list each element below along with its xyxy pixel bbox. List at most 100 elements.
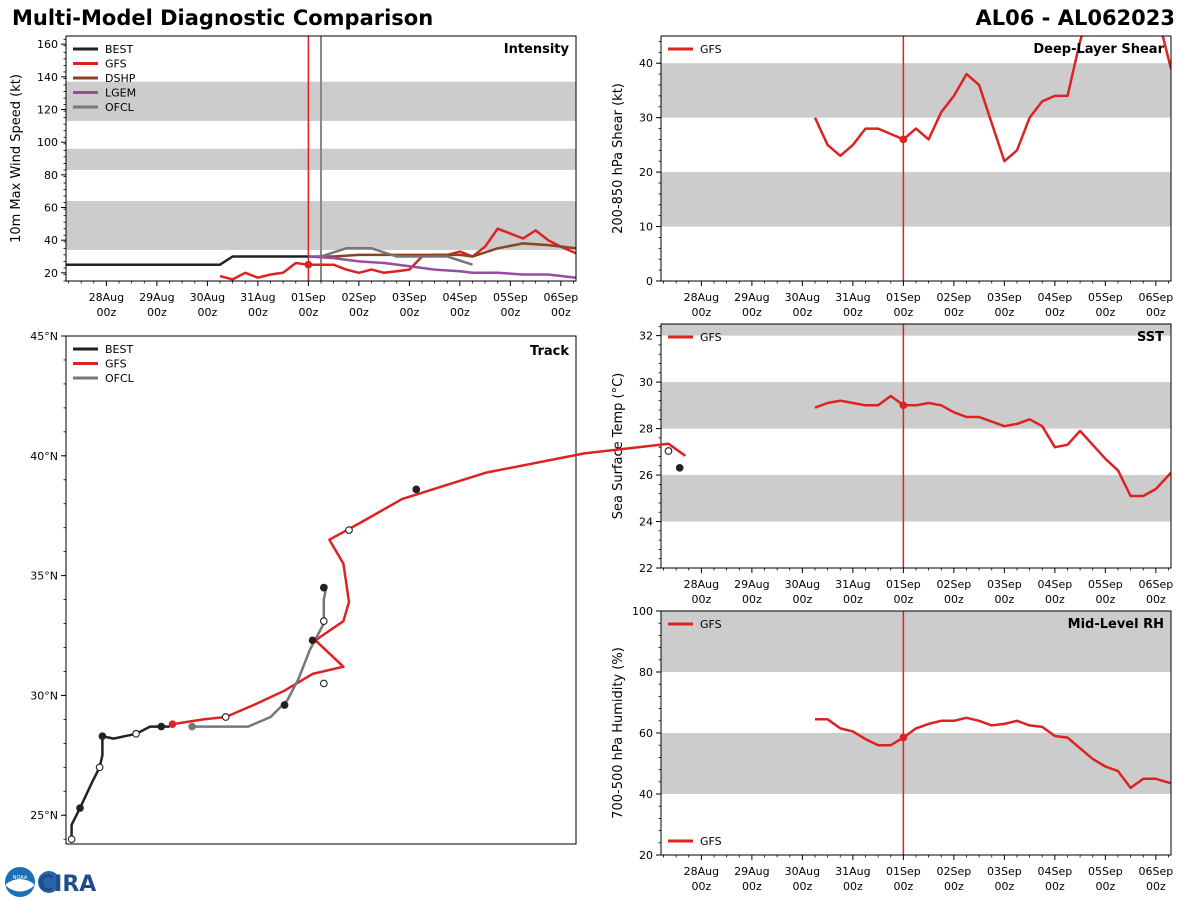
track-marker-best [95,763,104,772]
sst-ytick-label: 30 [639,376,653,389]
sst-panel: 22 24 26 28 30 32 28Aug 00z 29Aug 00z 30Aug 00z 31Au… [611,323,1173,606]
rh-series-gfs [815,716,1171,790]
rh-xtick-label-hour: 00z [893,880,913,893]
rh-xtick-label-hour: 00z [742,880,762,893]
rh-xtick-label-date: 01Sep [886,865,921,878]
shear-xtick-label-hour: 00z [792,306,812,319]
intensity-ytick-label: 20 [44,267,58,280]
sst-ytick-label: 28 [639,423,653,436]
intensity-legend-label-best: BEST [105,43,133,56]
rh-ylabel: 700-500 hPa Humidity (%) [611,647,626,819]
intensity-ytick-label: 100 [37,136,58,149]
sst-ytick-label: 26 [639,469,653,482]
shear-xtick-label-hour: 00z [1095,306,1115,319]
rh-title: Mid-Level RH [1068,617,1164,632]
track-marker-best [132,729,140,738]
intensity-legend-label-gfs: GFS [105,58,127,71]
sst-xtick-label-date: 28Aug [684,578,719,591]
track-marker-gfs [308,636,317,645]
intensity-series-best [66,255,309,266]
track-marker-gfs [168,720,177,729]
shear-ytick-label: 0 [646,275,653,288]
rh-legend-label-gfs: GFS [700,618,722,631]
sst-xtick-label-date: 29Aug [734,578,769,591]
intensity-ytick-label: 140 [37,71,58,84]
intensity-xtick-label-date: 29Aug [139,291,174,304]
rh-xtick-label-date: 29Aug [734,865,769,878]
sst-legend-label-gfs: GFS [700,331,722,344]
sst-ytick-label: 22 [639,562,653,575]
sst-xtick-label-date: 02Sep [937,578,972,591]
shear-xtick-label-date: 01Sep [886,291,921,304]
rh-panel: 20 40 60 80 100 28Aug 00z 29Aug 00z 30Aug 00z 31Aug… [611,605,1173,893]
shear-ytick-label: 40 [639,57,653,70]
rh-xtick-label-hour: 00z [843,880,863,893]
intensity-xtick-label-date: 06Sep [543,291,578,304]
sst-xtick-label-date: 04Sep [1037,578,1072,591]
sst-xtick-label-date: 03Sep [987,578,1022,591]
intensity-title: Intensity [504,42,570,57]
rh-ytick-label: 100 [632,605,653,618]
track-legend-label-ofcl: OFCL [105,372,135,385]
intensity-ytick-label: 60 [44,202,58,215]
intensity-xtick-label-date: 30Aug [190,291,225,304]
sst-xtick-label-hour: 00z [893,593,913,606]
shear-xtick-label-date: 05Sep [1088,291,1123,304]
sst-band [661,475,1171,522]
shear-plot-area [661,36,1171,281]
track-ytick-label: 35°N [30,570,58,583]
shear-xtick-label-hour: 00z [742,306,762,319]
track-marker-gfs [412,485,421,494]
intensity-xtick-label-hour: 00z [399,306,419,319]
sst-xtick-label-date: 01Sep [886,578,921,591]
sst-marker-gfs [899,401,908,410]
cira-logo: NOAA CIRA [5,867,96,897]
rh-xtick-label-date: 28Aug [684,865,719,878]
shear-panel: 0 10 20 30 40 28Aug 00z 29Aug 00z 30Aug 00z 31Aug 00… [611,35,1173,319]
track-marker-best [157,722,166,731]
noaa-logo-label: NOAA [13,875,28,881]
intensity-legend-label-dshp: DSHP [105,72,136,85]
cira-logo-text: CIRA [38,872,96,897]
intensity-xtick-label-hour: 00z [97,306,117,319]
rh-xtick-label-date: 05Sep [1088,865,1123,878]
intensity-panel: 20 40 60 80 100 120 140 160 28Aug 00z 29Aug 00z 30Au… [9,35,578,319]
track-legend-label-best: BEST [105,343,133,356]
shear-xtick-label-date: 06Sep [1138,291,1173,304]
rh-xtick-label-date: 04Sep [1037,865,1072,878]
intensity-xtick-label-hour: 00z [349,306,369,319]
intensity-xtick-label-hour: 00z [197,306,217,319]
sst-xtick-label-hour: 00z [843,593,863,606]
shear-band [661,63,1171,118]
rh-xtick-label-hour: 00z [944,880,964,893]
shear-xtick-label-date: 02Sep [937,291,972,304]
rh-xtick-label-date: 06Sep [1138,865,1173,878]
shear-xtick-label-hour: 00z [843,306,863,319]
track-marker-best [76,804,84,812]
rh-ytick-label: 60 [639,727,653,740]
rh-ytick-label: 40 [639,788,653,801]
shear-xtick-label-date: 29Aug [734,291,769,304]
intensity-ytick-label: 120 [37,104,58,117]
shear-legend-label-gfs: GFS [700,43,722,56]
shear-ytick-label: 10 [639,221,653,234]
rh-xtick-label-hour: 00z [994,880,1014,893]
intensity-xtick-label-hour: 00z [450,306,470,319]
intensity-plot-area [66,36,576,281]
sst-xtick-label-date: 30Aug [785,578,820,591]
sst-xtick-label-date: 06Sep [1138,578,1173,591]
rh-xtick-label-hour: 00z [792,880,812,893]
intensity-ylabel: 10m Max Wind Speed (kt) [9,74,24,243]
intensity-xtick-label-date: 05Sep [493,291,528,304]
intensity-series-lgem [308,255,576,279]
sst-xtick-label-hour: 00z [1045,593,1065,606]
intensity-series-ofcl [320,247,473,266]
cira-globe-icon [38,871,60,893]
track-legend-label-gfs: GFS [105,358,127,371]
intensity-ytick-label: 160 [37,38,58,51]
sst-xtick-label-hour: 00z [994,593,1014,606]
sst-ytick-label: 24 [639,516,653,529]
track-ytick-label: 40°N [30,450,58,463]
rh-xtick-label-hour: 00z [1146,880,1166,893]
